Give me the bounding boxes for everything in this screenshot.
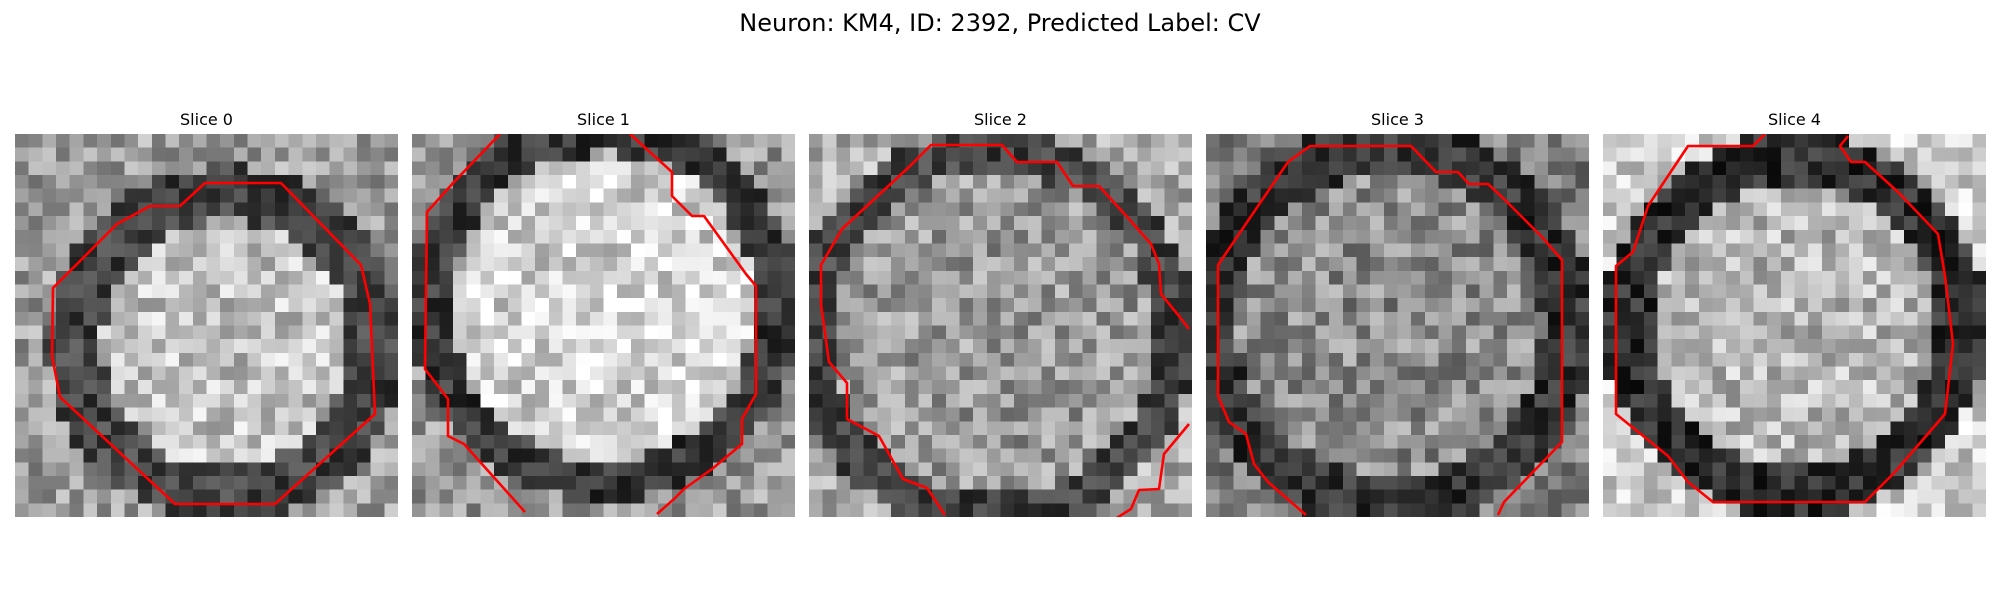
slice-image — [15, 134, 398, 517]
slice-image — [1603, 134, 1986, 517]
slice-image — [1206, 134, 1589, 517]
figure-title: Neuron: KM4, ID: 2392, Predicted Label: … — [739, 9, 1261, 37]
slice-title: Slice 2 — [974, 110, 1027, 129]
slice-title: Slice 0 — [180, 110, 233, 129]
slice-panel-2: Slice 2 — [809, 110, 1192, 517]
slice-contour — [819, 143, 1191, 517]
slice-title: Slice 3 — [1371, 110, 1424, 129]
slice-contour — [1216, 144, 1564, 516]
slice-image — [809, 134, 1192, 517]
slice-panel-4: Slice 4 — [1603, 110, 1986, 517]
slice-panel-3: Slice 3 — [1206, 110, 1589, 517]
slice-panel-1: Slice 1 — [412, 110, 795, 517]
slice-contour — [1614, 134, 1955, 504]
slice-contour — [50, 181, 377, 506]
slice-title: Slice 4 — [1768, 110, 1821, 129]
slice-panel-0: Slice 0 — [15, 110, 398, 517]
slice-contour — [423, 134, 758, 515]
slice-title: Slice 1 — [577, 110, 630, 129]
